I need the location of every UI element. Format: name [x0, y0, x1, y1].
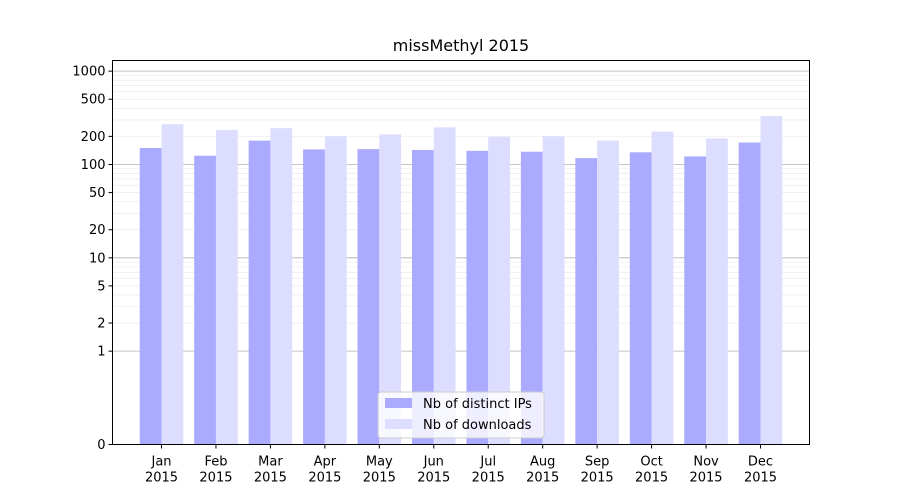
bar-downloads — [433, 127, 456, 445]
bar-ips — [520, 151, 543, 445]
plot-frame — [112, 60, 810, 445]
x-tick-label-month: Jul — [479, 455, 496, 470]
y-tick-label: 20 — [89, 223, 106, 238]
bar-ips — [629, 152, 652, 445]
y-tick-label: 5 — [97, 279, 105, 294]
y-tick-label: 500 — [81, 93, 106, 108]
y-axis: 0 1 2 5 10 20 50 100 200 500 1000 — [72, 65, 113, 453]
x-axis: Jan2015Feb2015Mar2015Apr2015May2015Jun20… — [145, 444, 777, 486]
chart-title: missMethyl 2015 — [393, 36, 529, 55]
legend: Nb of distinct IPs Nb of downloads — [377, 391, 545, 439]
x-tick-label-year: 2015 — [526, 471, 559, 486]
bar-ips — [357, 149, 380, 445]
x-tick-label-month: Jun — [423, 455, 444, 470]
legend-label-downloads: Nb of downloads — [423, 418, 532, 433]
bar-ips — [303, 149, 325, 445]
x-tick-label-year: 2015 — [199, 471, 232, 486]
legend-swatch-ips — [385, 398, 412, 408]
bar-downloads — [597, 140, 619, 445]
x-tick-label-month: Dec — [748, 455, 773, 470]
y-tick-label: 1 — [97, 345, 105, 360]
x-tick-label-month: Nov — [693, 455, 719, 470]
bar-ips — [139, 148, 162, 445]
x-tick-label-month: Aug — [530, 455, 555, 470]
x-tick-label-year: 2015 — [635, 471, 668, 486]
y-tick-label: 1000 — [72, 65, 105, 80]
bar-downloads — [542, 136, 565, 445]
x-tick-label-month: Mar — [258, 455, 283, 470]
legend-label-ips: Nb of distinct IPs — [423, 397, 532, 412]
x-tick-label-year: 2015 — [689, 471, 722, 486]
legend-swatch-downloads — [385, 419, 412, 429]
bars-layer — [139, 116, 783, 445]
x-tick-label-year: 2015 — [254, 471, 287, 486]
bar-downloads — [706, 138, 728, 445]
bar-downloads — [215, 129, 238, 445]
x-tick-label-year: 2015 — [581, 471, 614, 486]
x-tick-label-year: 2015 — [472, 471, 505, 486]
x-tick-label-year: 2015 — [417, 471, 450, 486]
x-tick-label-month: Oct — [640, 455, 662, 470]
bar-downloads — [379, 134, 402, 445]
x-tick-label-month: Apr — [314, 455, 337, 470]
bar-ips — [684, 156, 707, 445]
bar-downloads — [161, 124, 184, 445]
y-tick-label: 100 — [81, 158, 106, 173]
y-tick-label: 10 — [89, 251, 106, 266]
legend-box — [377, 391, 545, 439]
bar-ips — [411, 149, 434, 445]
bar-downloads — [651, 131, 674, 445]
bar-ips — [194, 155, 216, 445]
bar-downloads — [760, 116, 783, 445]
x-tick-label-year: 2015 — [363, 471, 396, 486]
x-tick-label-month: May — [366, 455, 393, 470]
x-tick-label-month: Jan — [150, 455, 171, 470]
y-tick-label: 0 — [97, 438, 105, 453]
bar-ips — [248, 140, 271, 445]
bar-downloads — [324, 136, 347, 445]
x-tick-label-year: 2015 — [145, 471, 178, 486]
x-tick-label-month: Feb — [204, 455, 227, 470]
y-tick-label: 2 — [97, 317, 105, 332]
x-tick-label-month: Sep — [585, 455, 610, 470]
bar-ips — [738, 142, 761, 445]
x-tick-label-year: 2015 — [744, 471, 777, 486]
bar-downloads — [488, 136, 511, 445]
y-tick-label: 50 — [89, 186, 106, 201]
x-tick-label-year: 2015 — [308, 471, 341, 486]
y-tick-label: 200 — [81, 130, 106, 145]
bar-ips — [575, 158, 598, 445]
bar-downloads — [270, 128, 293, 445]
bar-ips — [466, 150, 489, 445]
